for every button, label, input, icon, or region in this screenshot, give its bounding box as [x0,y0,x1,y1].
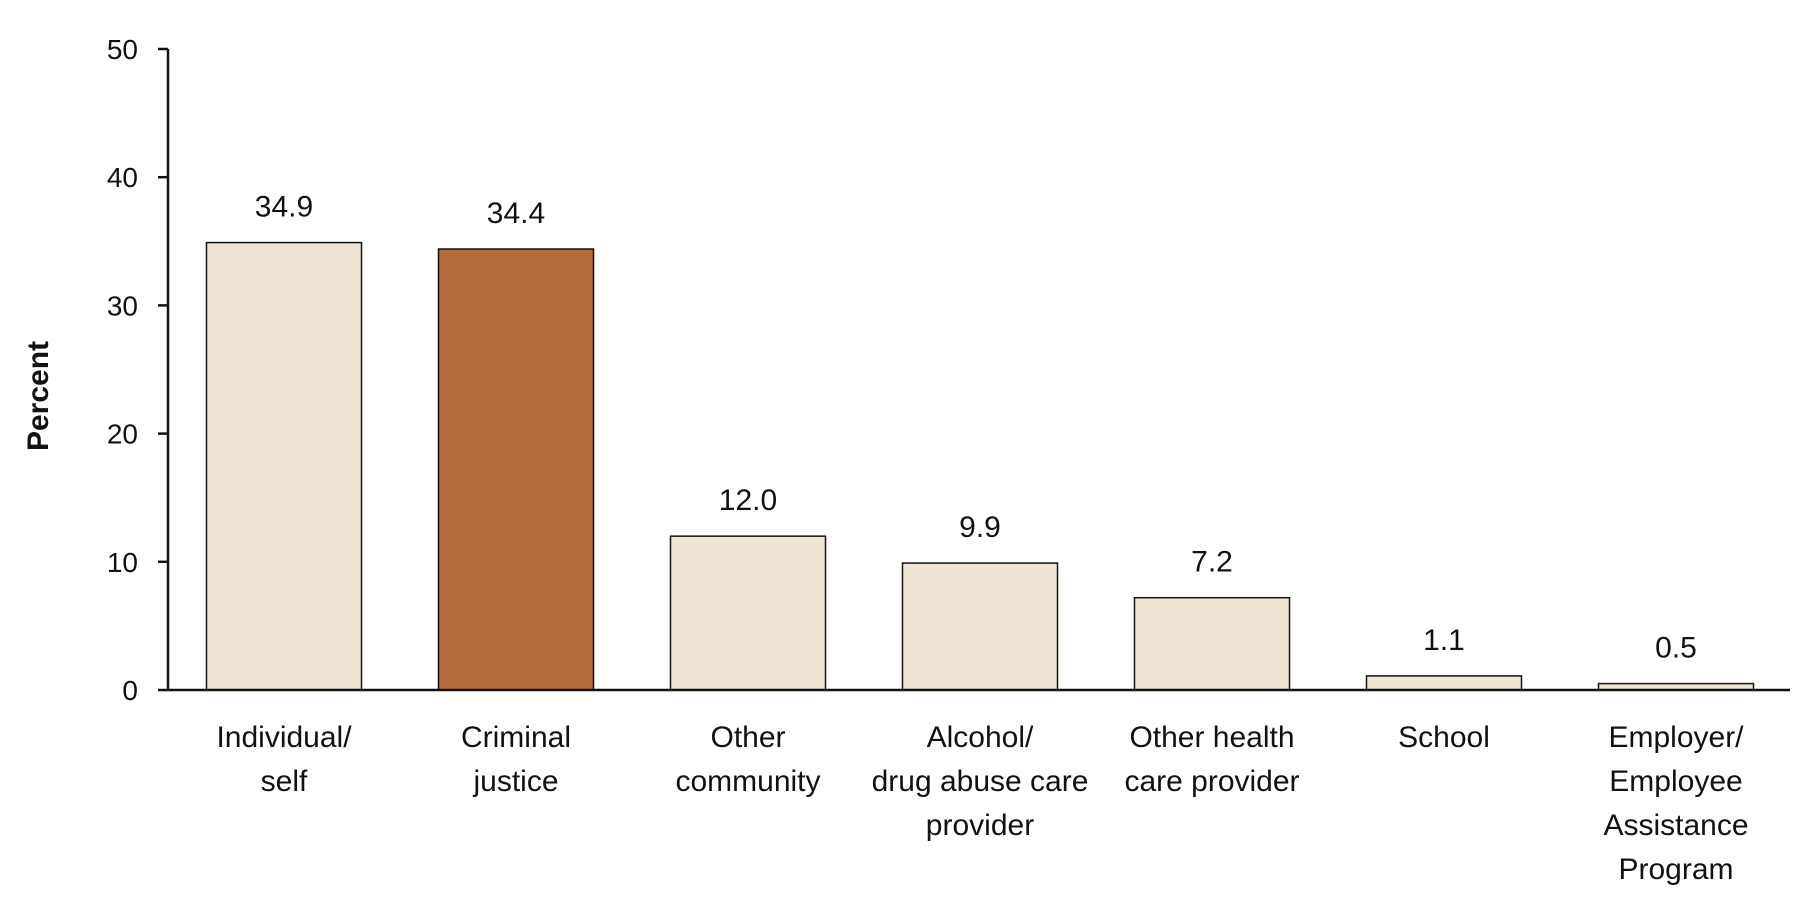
category-label: Other community [675,721,820,798]
category-label: Criminal justice [461,721,571,798]
category-labels: Individual/self Criminal justice Other commu… [216,721,1748,886]
category-label: Other health care provider [1124,721,1299,798]
bar [205,241,363,691]
y-tick-label: 10 [107,547,138,578]
data-label: 0.5 [1655,632,1697,665]
data-label: 7.2 [1191,546,1233,579]
category-label: Alcohol/drug abuse care provider [872,721,1089,842]
category-label: Individual/self [216,721,352,798]
bar [437,248,595,691]
data-label: 12.0 [719,484,777,517]
y-axis-ticks: 0 10 20 30 40 50 [107,34,168,706]
data-label: 34.4 [487,197,545,230]
category-label: Employer/Employee Assistance Program [1603,721,1748,886]
bar [1133,596,1291,691]
y-tick-label: 40 [107,162,138,193]
y-tick-label: 0 [122,675,138,706]
bar [1365,675,1523,691]
data-labels: 34.9 34.4 12.0 9.9 7.2 1.1 0.5 [255,191,1697,665]
y-tick-label: 50 [107,34,138,65]
data-label: 34.9 [255,191,313,224]
bar [901,562,1059,691]
bar [669,535,827,691]
category-label: School [1398,721,1490,754]
data-label: 9.9 [959,511,1001,544]
data-label: 1.1 [1423,624,1465,657]
bars [205,241,1755,691]
y-tick-label: 20 [107,419,138,450]
y-tick-label: 30 [107,290,138,321]
y-axis-label: Percent [22,341,55,451]
